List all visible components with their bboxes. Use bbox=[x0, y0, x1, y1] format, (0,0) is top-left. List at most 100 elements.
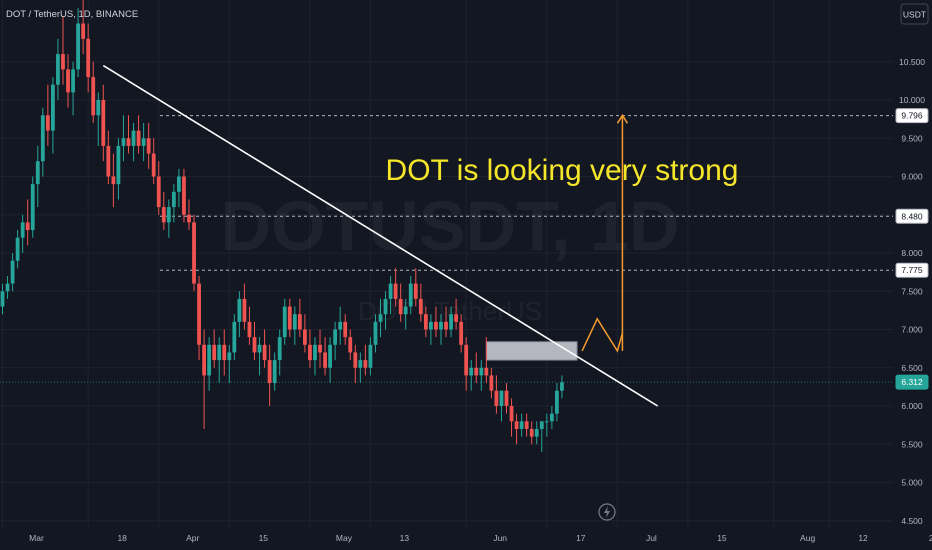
candle-body bbox=[368, 344, 373, 368]
candle-body bbox=[429, 321, 433, 330]
candle bbox=[373, 314, 378, 353]
candle bbox=[403, 298, 408, 330]
candle bbox=[459, 314, 464, 353]
y-tick-label: 10.000 bbox=[899, 95, 925, 105]
candle bbox=[343, 314, 348, 345]
replay-icon[interactable] bbox=[598, 503, 616, 521]
candle-body bbox=[267, 360, 272, 384]
price-tag: 6.312 bbox=[895, 374, 929, 390]
candle bbox=[161, 191, 166, 231]
candle bbox=[418, 283, 423, 322]
candle bbox=[272, 352, 277, 391]
candle bbox=[247, 306, 252, 345]
x-tick-label: 15 bbox=[259, 533, 269, 543]
candle-body bbox=[444, 321, 448, 330]
candle-body bbox=[489, 375, 494, 391]
y-tick-label: 8.000 bbox=[901, 248, 923, 258]
candle-body bbox=[544, 421, 549, 423]
candle bbox=[429, 314, 433, 345]
x-tick-label: Jul bbox=[646, 533, 657, 543]
candle bbox=[71, 61, 75, 116]
candle-body bbox=[257, 344, 262, 353]
candle bbox=[51, 77, 55, 154]
x-tick-label: May bbox=[336, 533, 353, 543]
trendline[interactable] bbox=[102, 64, 659, 407]
candle-body bbox=[277, 337, 282, 361]
annotation-text: DOT is looking very strong bbox=[386, 154, 739, 187]
y-tick-label: 5.000 bbox=[901, 478, 923, 488]
candle bbox=[35, 145, 40, 208]
y-tick-label: 7.500 bbox=[901, 286, 923, 296]
candle-body bbox=[534, 428, 539, 437]
candle bbox=[282, 298, 287, 345]
candle bbox=[439, 314, 443, 345]
candle-body bbox=[30, 184, 35, 231]
candle-body bbox=[328, 344, 332, 368]
candle bbox=[539, 421, 544, 452]
candle-body bbox=[126, 138, 131, 146]
candle bbox=[560, 375, 564, 399]
candle-body bbox=[116, 145, 121, 185]
candle bbox=[393, 268, 398, 307]
candle bbox=[30, 176, 35, 238]
candle-body bbox=[388, 283, 393, 299]
candle-body bbox=[131, 130, 136, 146]
price-tag-label: 8.480 bbox=[901, 211, 923, 221]
candle-body bbox=[479, 367, 484, 376]
candle bbox=[308, 329, 312, 368]
candles bbox=[0, 0, 564, 452]
x-tick-label: 18 bbox=[117, 533, 127, 543]
candle bbox=[494, 375, 499, 414]
candle bbox=[338, 306, 343, 345]
candle bbox=[484, 337, 489, 384]
candle-body bbox=[413, 283, 418, 299]
candle-body bbox=[519, 421, 524, 429]
candle bbox=[192, 214, 196, 292]
candle bbox=[166, 199, 171, 238]
candle bbox=[555, 383, 559, 422]
candle-body bbox=[56, 54, 60, 85]
candle-body bbox=[171, 191, 176, 208]
candle-body bbox=[459, 321, 464, 345]
candle-body bbox=[353, 352, 358, 368]
candle-body bbox=[202, 344, 206, 376]
candle bbox=[353, 344, 358, 384]
candle-body bbox=[303, 329, 307, 345]
candle bbox=[464, 337, 469, 391]
candle bbox=[303, 314, 307, 353]
candle bbox=[182, 168, 186, 223]
candle-body bbox=[45, 115, 50, 131]
candle bbox=[534, 421, 539, 445]
price-tag: 7.775 bbox=[895, 262, 929, 278]
candle bbox=[232, 314, 237, 361]
y-axis: 10.50010.0009.5009.0008.5008.0007.5007.0… bbox=[895, 57, 929, 526]
candle bbox=[116, 138, 121, 200]
projection-arrowhead bbox=[616, 113, 629, 124]
candle bbox=[292, 306, 297, 345]
candle-body bbox=[308, 344, 312, 361]
candle-body bbox=[549, 413, 554, 422]
currency-button[interactable]: USDT bbox=[900, 3, 929, 25]
candle-body bbox=[51, 84, 55, 131]
candle-body bbox=[398, 298, 403, 315]
candle bbox=[509, 398, 514, 437]
candle bbox=[444, 306, 448, 338]
candle-body bbox=[242, 298, 247, 322]
x-tick-label: Jun bbox=[493, 533, 507, 543]
candle bbox=[383, 291, 388, 330]
candle-body bbox=[66, 69, 70, 93]
price-tag-label: 6.312 bbox=[901, 377, 923, 387]
candle-body bbox=[454, 314, 458, 322]
candle bbox=[262, 329, 267, 368]
candle bbox=[257, 337, 262, 376]
candle-body bbox=[237, 298, 242, 322]
candle bbox=[514, 413, 519, 445]
candle bbox=[146, 122, 151, 169]
candle-body bbox=[212, 344, 217, 361]
candle-body bbox=[177, 176, 181, 192]
candle bbox=[297, 298, 302, 338]
projection-path[interactable] bbox=[581, 317, 624, 353]
resistance-zone[interactable] bbox=[485, 341, 578, 361]
candle-body bbox=[449, 314, 453, 330]
